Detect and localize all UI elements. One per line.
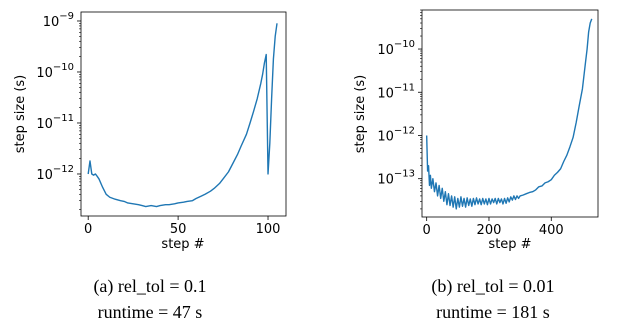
x-tick-label-b: 400: [539, 223, 564, 238]
x-tick-label-a: 0: [84, 222, 92, 237]
x-tick-label-b: 0: [423, 223, 431, 238]
x-tick-label-a: 100: [256, 222, 281, 237]
x-axis-label-b: step #: [488, 237, 531, 252]
y-tick-label-a: 10−9: [43, 11, 74, 30]
caption-b-line1: (b) rel_tol = 0.01: [431, 276, 554, 297]
y-tick-label-b: 10−11: [377, 82, 415, 101]
x-ticks-a: 0 50 100: [84, 216, 280, 237]
caption-a-line1: (a) rel_tol = 0.1: [93, 276, 206, 297]
plot-frame-a: [81, 12, 286, 216]
y-axis-label-a: step size (s): [13, 75, 28, 154]
series-line-b: [427, 19, 592, 209]
x-axis-label-a: step #: [161, 237, 204, 252]
caption-a-line2: runtime = 47 s: [98, 302, 203, 322]
y-ticks-a: 10−12 10−11 10−10 10−9: [36, 11, 81, 210]
y-tick-label-a: 10−11: [36, 113, 74, 132]
y-axis-label-b: step size (s): [353, 75, 368, 154]
panel-a: 0 50 100 10−12 10−11 10−10 10−9 step # step s…: [13, 11, 286, 322]
caption-b-line2: runtime = 181 s: [436, 302, 550, 322]
y-tick-label-b: 10−12: [377, 125, 415, 144]
y-tick-label-b: 10−13: [377, 169, 415, 188]
panel-b: 0 200 400 10−13 10−12 10−11 10−10 step # step…: [353, 10, 598, 322]
series-line-a: [88, 23, 277, 206]
y-tick-label-a: 10−10: [36, 62, 74, 81]
plot-frame-b: [422, 10, 598, 217]
y-tick-label-b: 10−10: [377, 39, 415, 58]
y-ticks-b: 10−13 10−12 10−11 10−10: [377, 10, 422, 209]
x-ticks-b: 0 200 400: [423, 217, 564, 238]
x-tick-label-a: 50: [170, 222, 187, 237]
y-tick-label-a: 10−12: [36, 164, 74, 183]
x-tick-label-b: 200: [477, 223, 502, 238]
